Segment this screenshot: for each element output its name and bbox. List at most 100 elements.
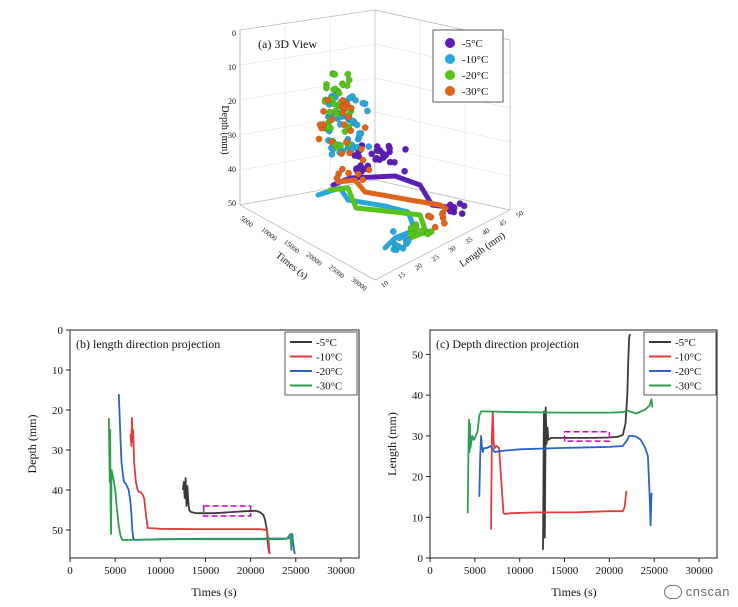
time3d-tick-label: 10000 xyxy=(260,226,279,243)
scatter3d-point xyxy=(320,107,327,115)
time3d-tick-label: 20000 xyxy=(305,251,324,268)
scatter3d-point xyxy=(386,158,394,166)
scatter3d-point xyxy=(363,107,371,115)
depth3d-tick-label: 10 xyxy=(228,63,236,72)
legend3d-label: -20°C xyxy=(462,70,488,82)
c-y-tick-label: 0 xyxy=(418,553,424,565)
scatter3d-point xyxy=(446,207,454,215)
b-legend: -5°C -10°C -20°C -30°C xyxy=(284,331,358,396)
3d-length-ticks: 10 15 20 25 30 35 40 45 50 xyxy=(380,209,526,290)
b-x-tick-label: 10000 xyxy=(147,565,175,577)
length3d-tick-label: 40 xyxy=(481,226,492,237)
length3d-tick-label: 45 xyxy=(498,218,509,229)
b-y-tick-label: 10 xyxy=(52,365,64,377)
scatter3d-point xyxy=(407,224,415,232)
c-x-tick-label: 15000 xyxy=(551,565,579,577)
length3d-tick-label: 35 xyxy=(464,235,475,246)
c-legend-label: -10°C xyxy=(675,352,701,364)
scatter3d-point xyxy=(440,219,448,227)
scatter3d-point xyxy=(315,135,323,143)
time3d-tick-label: 5000 xyxy=(239,214,255,229)
watermark-text: cnscan xyxy=(685,584,730,599)
b-x-tick-label: 25000 xyxy=(282,565,310,577)
scatter3d-point xyxy=(324,96,332,104)
scatter3d-point xyxy=(340,121,348,129)
legend3d-label: -30°C xyxy=(462,86,488,98)
c-axis-ticks: 0 5000 10000 15000 20000 25000 30000 0 10 20 30 40 5… xyxy=(412,349,713,577)
scatter3d-point xyxy=(361,124,369,132)
c-x-tick-label: 20000 xyxy=(596,565,624,577)
3d-track-minus30 xyxy=(335,177,455,215)
scatter3d-point xyxy=(342,138,350,146)
depth3d-tick-label: 30 xyxy=(228,131,236,140)
scatter3d-point xyxy=(352,96,359,104)
3d-time-axis-label: Times (s) xyxy=(273,250,309,282)
3d-depth-ticks: 0 10 20 30 40 50 xyxy=(228,29,236,208)
3d-title: (a) 3D View xyxy=(258,37,317,51)
scatter3d-point xyxy=(365,166,373,174)
figure-a-3d-view: (a) 3D View Depth (mm) Times (s) Length … xyxy=(219,9,526,293)
scatter3d-point xyxy=(456,200,464,208)
scatter3d-point xyxy=(345,76,353,84)
scatter3d-point xyxy=(382,151,390,159)
b-legend-label: -5°C xyxy=(316,337,337,349)
b-series-line xyxy=(129,417,271,555)
c-x-tick-label: 30000 xyxy=(685,565,713,577)
depth3d-tick-label: 0 xyxy=(232,29,236,38)
scatter3d-point xyxy=(458,210,466,218)
scatter3d-point xyxy=(316,121,324,129)
b-series-line xyxy=(182,477,271,555)
c-x-tick-label: 0 xyxy=(427,565,433,577)
scatter3d-point xyxy=(389,228,397,235)
scatter3d-point xyxy=(347,104,355,112)
b-series-line xyxy=(107,417,294,551)
c-x-axis-label: Times (s) xyxy=(551,585,596,599)
scatter3d-point xyxy=(335,89,343,97)
scatter3d-point xyxy=(359,156,367,164)
legend3d-marker xyxy=(445,38,455,48)
scatter3d-point xyxy=(356,129,363,137)
length3d-tick-label: 25 xyxy=(430,253,441,264)
b-y-tick-label: 0 xyxy=(58,325,64,337)
scatter3d-point xyxy=(425,212,433,220)
b-x-tick-label: 5000 xyxy=(104,565,127,577)
scatter3d-point xyxy=(438,210,446,218)
scatter3d-point xyxy=(359,176,367,184)
scatter3d-point xyxy=(417,227,425,235)
length3d-tick-label: 20 xyxy=(413,261,424,272)
c-legend: -5°C -10°C -20°C -30°C xyxy=(643,331,717,396)
b-y-axis-label: Depth (mm) xyxy=(25,415,39,474)
b-y-tick-label: 40 xyxy=(52,485,64,497)
scatter3d-point xyxy=(424,230,432,238)
3d-scatter-points xyxy=(315,70,468,254)
b-title: (b) length direction projection xyxy=(76,337,220,351)
scatter3d-point xyxy=(351,152,359,159)
scatter3d-point xyxy=(354,170,362,178)
3d-box-frame xyxy=(239,9,511,281)
c-legend-label: -5°C xyxy=(675,337,696,349)
b-axis-ticks: 0 5000 10000 15000 20000 25000 30000 0 10 20 30 40 5… xyxy=(52,325,355,577)
c-annotation-box xyxy=(563,431,611,442)
scatter3d-point xyxy=(404,237,412,245)
scatter3d-point xyxy=(347,127,355,135)
3d-grid xyxy=(239,18,511,200)
legend3d-marker xyxy=(445,70,455,80)
b-x-axis-label: Times (s) xyxy=(191,585,236,599)
scatter3d-point xyxy=(330,86,338,94)
scatter3d-point xyxy=(341,103,348,111)
scatter3d-point xyxy=(353,121,361,129)
figure-c-depth-projection: (c) Depth direction projection Times (s)… xyxy=(385,329,718,599)
c-y-tick-label: 20 xyxy=(412,472,424,484)
scatter3d-point xyxy=(402,145,409,153)
legend3d-label: -10°C xyxy=(462,54,488,66)
scatter3d-point xyxy=(346,149,353,157)
scatter3d-point xyxy=(357,145,365,153)
b-legend-label: -20°C xyxy=(316,366,342,378)
depth3d-tick-label: 20 xyxy=(228,97,236,106)
3d-length-axis-label: Length (mm) xyxy=(458,230,508,269)
b-annotation-box xyxy=(202,505,252,517)
scatter3d-point xyxy=(368,150,376,158)
c-series-lines xyxy=(466,333,654,550)
c-y-tick-label: 10 xyxy=(412,512,424,524)
scatter3d-point xyxy=(338,165,346,173)
